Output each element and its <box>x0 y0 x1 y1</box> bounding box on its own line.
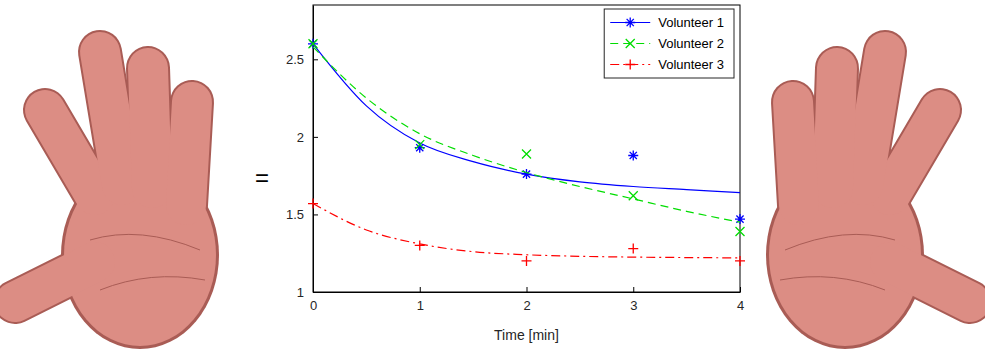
hand-right <box>766 52 970 349</box>
legend: Volunteer 1 Volunteer 2 Volunteer 3 <box>604 9 734 78</box>
plot-background <box>313 5 740 292</box>
hand-left <box>15 52 219 349</box>
hand-finger <box>863 52 885 185</box>
fit-line <box>313 44 740 193</box>
x-tick-label: 1 <box>417 298 424 313</box>
x-tick-mark <box>420 287 421 292</box>
y-tick-mark <box>313 59 318 60</box>
hand-finger <box>15 262 95 302</box>
fit-line <box>313 204 740 258</box>
data-point <box>735 214 745 224</box>
y-tick-mark <box>313 137 318 138</box>
x-tick-label: 2 <box>523 298 530 313</box>
hand-finger <box>100 52 122 185</box>
legend-label: Volunteer 3 <box>658 57 724 72</box>
hand-finger <box>890 110 940 195</box>
data-point <box>736 227 745 236</box>
hand-crease <box>90 234 205 290</box>
y-tick-label: 2 <box>297 130 304 145</box>
chart-scatter: =0123411.522.5Time [min]Volunteer 1Volun… <box>0 0 985 350</box>
hand-finger <box>833 68 837 188</box>
legend-entry: Volunteer 2 <box>610 36 724 51</box>
legend-marker <box>625 18 635 28</box>
hand-finger <box>100 52 122 185</box>
data-point <box>629 191 638 200</box>
data-point <box>309 39 318 48</box>
data-point <box>628 150 638 160</box>
y-tick-label: 2.5 <box>286 52 304 67</box>
plot-frame <box>313 5 740 292</box>
data-point <box>308 199 318 209</box>
hand-finger <box>45 110 95 195</box>
y-tick: 2 <box>297 130 318 145</box>
hand-finger <box>890 262 970 302</box>
legend-label: Volunteer 2 <box>658 36 724 51</box>
y-tick-label: 1 <box>297 285 304 300</box>
hand-finger <box>186 102 192 205</box>
legend-marker <box>626 39 635 48</box>
hand-finger <box>890 110 940 195</box>
legend-entry: Volunteer 3 <box>610 57 724 72</box>
annotation: = <box>255 164 269 191</box>
hand-finger <box>833 68 837 188</box>
x-tick: 3 <box>630 287 637 313</box>
x-tick: 2 <box>523 287 530 313</box>
hand-finger <box>45 110 95 195</box>
hand-finger <box>148 68 152 188</box>
data-point <box>522 169 532 179</box>
x-tick-label: 3 <box>630 298 637 313</box>
x-tick: 1 <box>417 287 424 313</box>
data-point <box>522 256 532 266</box>
hand-finger <box>793 102 799 205</box>
x-tick-label: 4 <box>737 298 744 313</box>
x-axis-title: Time [min] <box>494 327 559 343</box>
legend-box <box>604 9 734 78</box>
hand-crease <box>780 234 895 290</box>
data-point <box>735 256 745 266</box>
hand-finger <box>793 102 799 205</box>
data-point <box>522 149 531 158</box>
x-tick-label: 0 <box>310 298 317 313</box>
data-point <box>415 240 425 250</box>
x-tick-mark <box>527 287 528 292</box>
legend-marker <box>625 60 635 70</box>
data-point <box>415 140 424 149</box>
data-point <box>628 244 638 254</box>
hand-finger <box>148 68 152 188</box>
legend-label: Volunteer 1 <box>658 15 724 30</box>
y-tick-label: 1.5 <box>286 207 304 222</box>
y-tick-mark <box>313 214 318 215</box>
x-tick-mark <box>633 287 634 292</box>
hand-finger <box>863 52 885 185</box>
x-axis: 0 1 2 3 4 <box>310 287 744 313</box>
legend-entry: Volunteer 1 <box>610 15 724 30</box>
hand-finger <box>186 102 192 205</box>
